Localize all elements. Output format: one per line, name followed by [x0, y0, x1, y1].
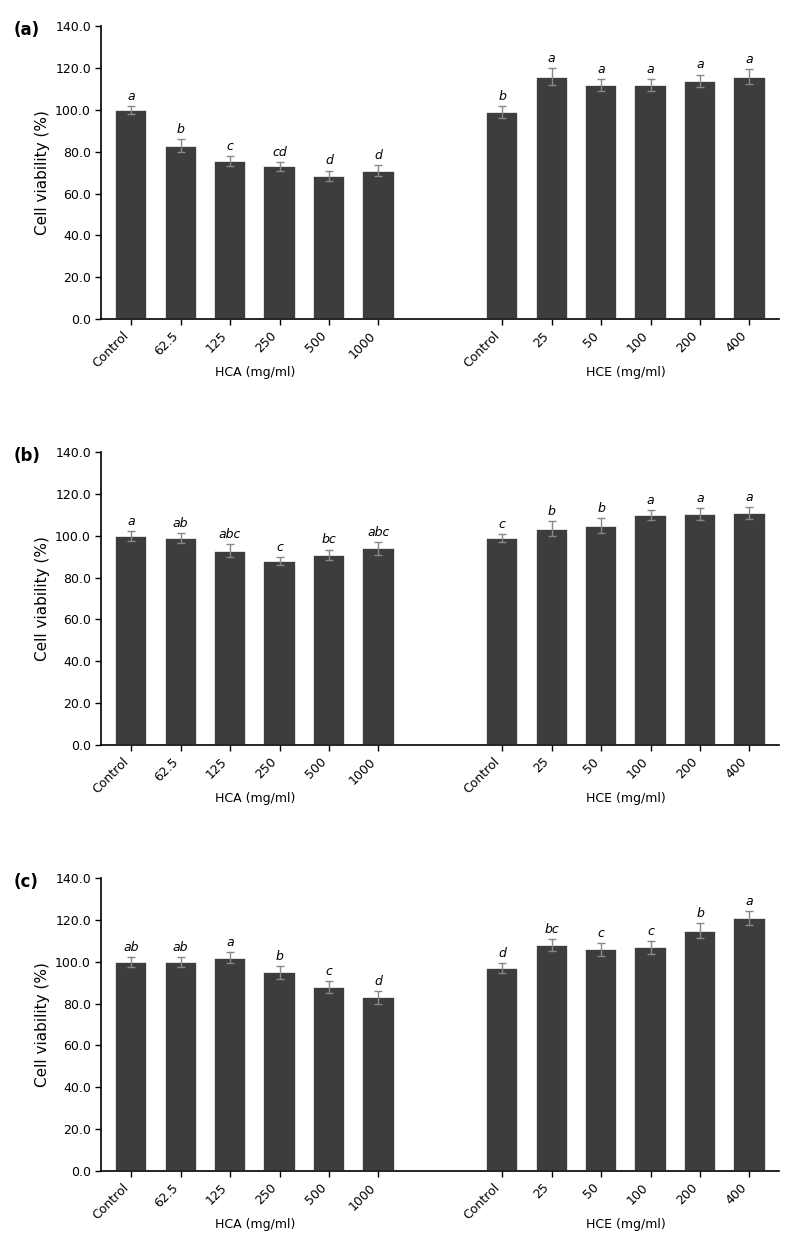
Bar	[634, 515, 666, 745]
Text: abc: abc	[219, 529, 242, 541]
Text: ab: ab	[123, 940, 139, 954]
Text: a: a	[127, 90, 135, 103]
Bar	[585, 525, 617, 745]
Y-axis label: Cell viability (%): Cell viability (%)	[34, 110, 50, 235]
Text: d: d	[374, 149, 382, 162]
Bar	[263, 166, 296, 319]
Text: ab: ab	[173, 940, 188, 954]
Text: d: d	[374, 975, 382, 988]
Text: (a): (a)	[14, 21, 39, 39]
Text: b: b	[696, 908, 704, 920]
Text: (b): (b)	[14, 446, 40, 465]
Bar	[362, 170, 394, 319]
Bar	[486, 538, 518, 745]
Bar	[263, 972, 296, 1171]
Bar	[115, 110, 147, 319]
Text: c: c	[276, 541, 283, 554]
Text: d: d	[325, 155, 333, 168]
Text: a: a	[646, 62, 654, 75]
Bar	[214, 958, 246, 1171]
Text: d: d	[498, 946, 506, 960]
Text: bc: bc	[322, 534, 336, 546]
Text: a: a	[746, 490, 754, 504]
Bar	[734, 918, 766, 1171]
Y-axis label: Cell viability (%): Cell viability (%)	[34, 962, 50, 1088]
Text: HCE (mg/ml): HCE (mg/ml)	[586, 1218, 666, 1231]
Bar	[313, 988, 345, 1171]
Text: HCE (mg/ml): HCE (mg/ml)	[586, 791, 666, 805]
Text: b: b	[548, 505, 555, 519]
Text: b: b	[275, 950, 283, 962]
Bar	[585, 85, 617, 319]
Text: b: b	[597, 503, 605, 515]
Text: a: a	[746, 895, 754, 908]
Bar	[165, 538, 197, 745]
Bar	[684, 81, 716, 319]
Bar	[634, 85, 666, 319]
Bar	[263, 561, 296, 745]
Text: a: a	[746, 54, 754, 66]
Bar	[313, 555, 345, 745]
Bar	[165, 961, 197, 1171]
Text: cd: cd	[272, 146, 287, 159]
Text: c: c	[498, 518, 506, 531]
Text: ab: ab	[173, 516, 188, 530]
Bar	[684, 514, 716, 745]
Text: a: a	[696, 491, 704, 505]
Bar	[362, 549, 394, 745]
Text: a: a	[598, 62, 605, 75]
Text: a: a	[696, 59, 704, 71]
Bar	[734, 512, 766, 745]
Text: a: a	[226, 936, 234, 949]
Text: bc: bc	[544, 922, 559, 936]
Bar	[634, 948, 666, 1171]
Text: HCA (mg/ml): HCA (mg/ml)	[214, 366, 295, 379]
Bar	[734, 76, 766, 319]
Text: a: a	[646, 494, 654, 506]
Bar	[214, 161, 246, 319]
Text: c: c	[647, 925, 654, 938]
Text: (c): (c)	[14, 872, 38, 890]
Text: a: a	[548, 52, 555, 65]
Bar	[486, 969, 518, 1171]
Text: HCA (mg/ml): HCA (mg/ml)	[214, 1218, 295, 1231]
Bar	[313, 176, 345, 319]
Text: abc: abc	[367, 526, 390, 539]
Bar	[165, 145, 197, 319]
Text: c: c	[226, 140, 234, 152]
Text: HCA (mg/ml): HCA (mg/ml)	[214, 791, 295, 805]
Bar	[362, 998, 394, 1171]
Text: a: a	[127, 515, 135, 528]
Bar	[585, 949, 617, 1171]
Text: b: b	[498, 90, 506, 103]
Text: HCE (mg/ml): HCE (mg/ml)	[586, 366, 666, 379]
Bar	[684, 930, 716, 1171]
Bar	[115, 536, 147, 745]
Text: c: c	[598, 928, 605, 940]
Bar	[115, 961, 147, 1171]
Text: b: b	[177, 122, 185, 136]
Text: c: c	[326, 965, 333, 978]
Bar	[535, 76, 568, 319]
Bar	[214, 550, 246, 745]
Y-axis label: Cell viability (%): Cell viability (%)	[34, 536, 50, 661]
Bar	[535, 529, 568, 745]
Bar	[535, 945, 568, 1171]
Bar	[486, 112, 518, 319]
